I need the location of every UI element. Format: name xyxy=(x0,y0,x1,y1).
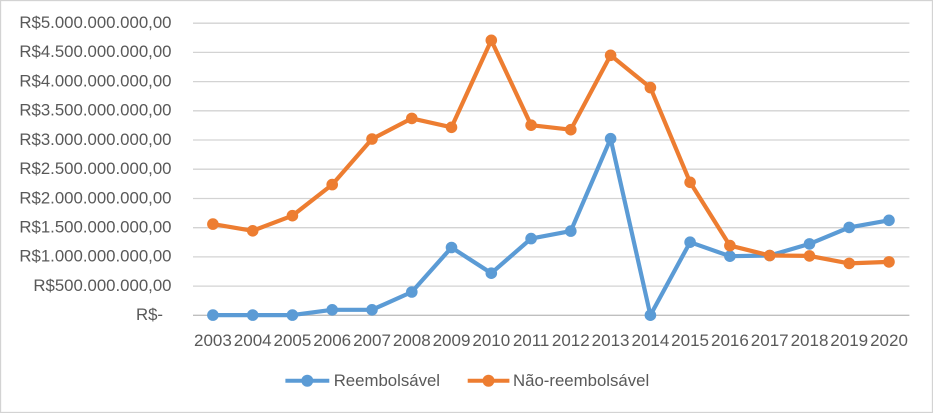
svg-text:R$1.500.000.000,00: R$1.500.000.000,00 xyxy=(19,218,171,237)
svg-text:R$500.000.000,00: R$500.000.000,00 xyxy=(33,276,171,295)
svg-text:R$3.500.000.000,00: R$3.500.000.000,00 xyxy=(19,101,171,120)
svg-text:R$-: R$- xyxy=(136,305,163,324)
svg-text:Reembolsável: Reembolsável xyxy=(334,371,440,390)
svg-text:2019: 2019 xyxy=(830,331,868,350)
svg-text:2015: 2015 xyxy=(671,331,709,350)
svg-text:2011: 2011 xyxy=(513,331,550,350)
svg-text:2020: 2020 xyxy=(870,331,908,350)
svg-text:R$4.500.000.000,00: R$4.500.000.000,00 xyxy=(19,42,171,61)
svg-text:2010: 2010 xyxy=(472,331,510,350)
svg-text:2008: 2008 xyxy=(393,331,431,350)
svg-text:2009: 2009 xyxy=(433,331,471,350)
svg-text:R$3.000.000.000,00: R$3.000.000.000,00 xyxy=(19,130,171,149)
svg-text:R$5.000.000.000,00: R$5.000.000.000,00 xyxy=(19,13,171,32)
svg-text:2016: 2016 xyxy=(711,331,749,350)
svg-text:2004: 2004 xyxy=(234,331,272,350)
svg-text:2018: 2018 xyxy=(791,331,829,350)
svg-text:R$2.500.000.000,00: R$2.500.000.000,00 xyxy=(19,159,171,178)
svg-text:R$2.000.000.000,00: R$2.000.000.000,00 xyxy=(19,188,171,207)
svg-text:R$1.000.000.000,00: R$1.000.000.000,00 xyxy=(19,247,171,266)
svg-text:R$4.000.000.000,00: R$4.000.000.000,00 xyxy=(19,71,171,90)
svg-text:Não-reembolsável: Não-reembolsável xyxy=(513,371,649,390)
svg-text:2006: 2006 xyxy=(313,331,351,350)
svg-text:2012: 2012 xyxy=(552,331,590,350)
svg-text:2005: 2005 xyxy=(273,331,311,350)
svg-text:2003: 2003 xyxy=(194,331,232,350)
svg-text:2007: 2007 xyxy=(353,331,391,350)
svg-text:2017: 2017 xyxy=(751,331,789,350)
svg-text:2014: 2014 xyxy=(631,331,669,350)
svg-text:2013: 2013 xyxy=(592,331,630,350)
